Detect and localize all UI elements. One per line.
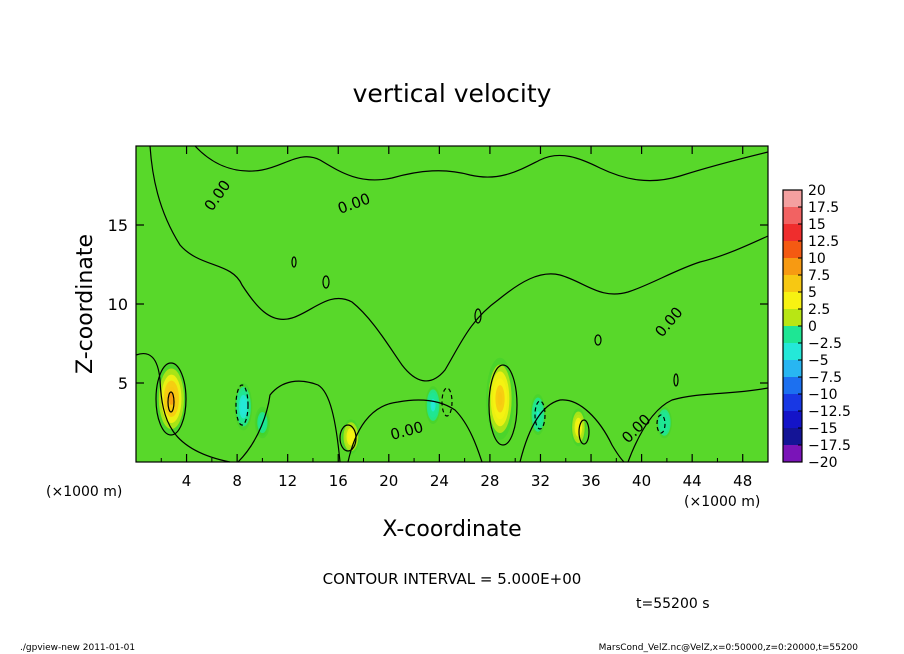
updraft-cell [349, 433, 353, 440]
colorbar-label: 7.5 [808, 268, 830, 284]
x-tick-label: 4 [182, 472, 192, 490]
plot-area: 0.00 0.00 0.00 0.00 0.00 4 8 12 16 20 24 28 32 3… [108, 145, 769, 490]
contour-peak-1-inner [167, 391, 175, 413]
updraft-cell [168, 392, 174, 405]
x-tick-label: 32 [531, 472, 550, 490]
contour-peak-3-outer [339, 424, 357, 452]
x-tick-label: 20 [379, 472, 398, 490]
colorbar-label: 0 [808, 319, 817, 335]
x-tick-label: 44 [683, 472, 702, 490]
y-axis-label: Z-coordinate [73, 234, 98, 374]
colorbar-swatch [783, 207, 802, 225]
colorbar-label: 10 [808, 251, 826, 267]
contour-layer [135, 145, 769, 463]
contour-interval-text: CONTOUR INTERVAL = 5.000E+00 [323, 570, 582, 588]
x-tick-label: 28 [480, 472, 499, 490]
contour-peak-4-outer [578, 419, 590, 445]
contour-neg-2 [441, 387, 453, 417]
colorbar-swatch [783, 326, 802, 344]
x-tick-label: 24 [430, 472, 449, 490]
contour-neg-1 [235, 384, 249, 426]
time-text: t=55200 s [636, 596, 710, 612]
colorbar-label: −7.5 [808, 370, 842, 386]
colorbar-swatch [783, 445, 802, 463]
colorbar-swatch [783, 360, 802, 378]
zero-contour-top [194, 145, 769, 182]
x-tick-label: 16 [329, 472, 348, 490]
colorbar-label: 20 [808, 183, 826, 199]
y-unit-label: (×1000 m) [46, 484, 122, 500]
y-tick-label: 10 [108, 295, 128, 314]
y-tick-label: 5 [118, 374, 128, 393]
colorbar-swatch [783, 275, 802, 293]
colorbar-label: −20 [808, 455, 838, 471]
contour-neg-4 [656, 414, 666, 434]
colorbar-label: 12.5 [808, 234, 839, 250]
colorbar: 2017.51512.5107.552.50−2.5−5−7.5−10−12.5… [782, 183, 851, 471]
contour-small-4 [594, 334, 602, 346]
colorbar-swatch [783, 377, 802, 395]
x-tick-label: 48 [733, 472, 752, 490]
colorbar-swatch [783, 258, 802, 276]
chart-title: vertical velocity [353, 79, 552, 108]
footer-right: MarsCond_VelZ.nc@VelZ,x=0:50000,z=0:2000… [599, 643, 859, 653]
colorbar-swatch [783, 394, 802, 412]
updraft-cell [497, 392, 503, 406]
contour-neg-3 [534, 400, 546, 430]
colorbar-label: −5 [808, 353, 829, 369]
downdraft-cell [431, 401, 435, 409]
colorbar-swatch [783, 309, 802, 327]
contour-peak-2-outer [488, 364, 518, 446]
colorbar-swatch [783, 190, 802, 208]
contour-small-1 [291, 256, 297, 268]
colorbar-label: 17.5 [808, 200, 839, 216]
colorbar-swatch [783, 292, 802, 310]
colorbar-label: −12.5 [808, 404, 851, 420]
colorbar-label: 15 [808, 217, 826, 233]
colorbar-label: −15 [808, 421, 838, 437]
contour-peak-1-outer [155, 362, 187, 436]
colorbar-swatch [783, 241, 802, 259]
x-unit-label: (×1000 m) [684, 494, 760, 510]
colorbar-swatch [783, 411, 802, 429]
x-tick-label: 40 [632, 472, 651, 490]
footer-left: ./gpview-new 2011-01-01 [20, 643, 135, 653]
x-tick-label: 36 [581, 472, 600, 490]
zero-contour-lower [135, 353, 769, 463]
x-tick-label: 8 [232, 472, 242, 490]
downdraft-cell [241, 402, 245, 411]
contour-small-3 [474, 308, 482, 324]
downdraft-cell [663, 419, 666, 426]
colorbar-label: −2.5 [808, 336, 842, 352]
colorbar-label: −10 [808, 387, 838, 403]
colorbar-label: 2.5 [808, 302, 830, 318]
colorbar-label: 5 [808, 285, 817, 301]
x-tick-label: 12 [278, 472, 297, 490]
x-axis-label: X-coordinate [382, 517, 521, 542]
colorbar-swatch [783, 343, 802, 361]
zero-contour-upper [149, 145, 769, 382]
colorbar-swatch [783, 224, 802, 242]
contour-small-5 [673, 373, 679, 387]
colorbar-swatch [783, 428, 802, 446]
colorbar-label: −17.5 [808, 438, 851, 454]
y-tick-label: 15 [108, 216, 128, 235]
contour-small-2 [322, 275, 330, 289]
